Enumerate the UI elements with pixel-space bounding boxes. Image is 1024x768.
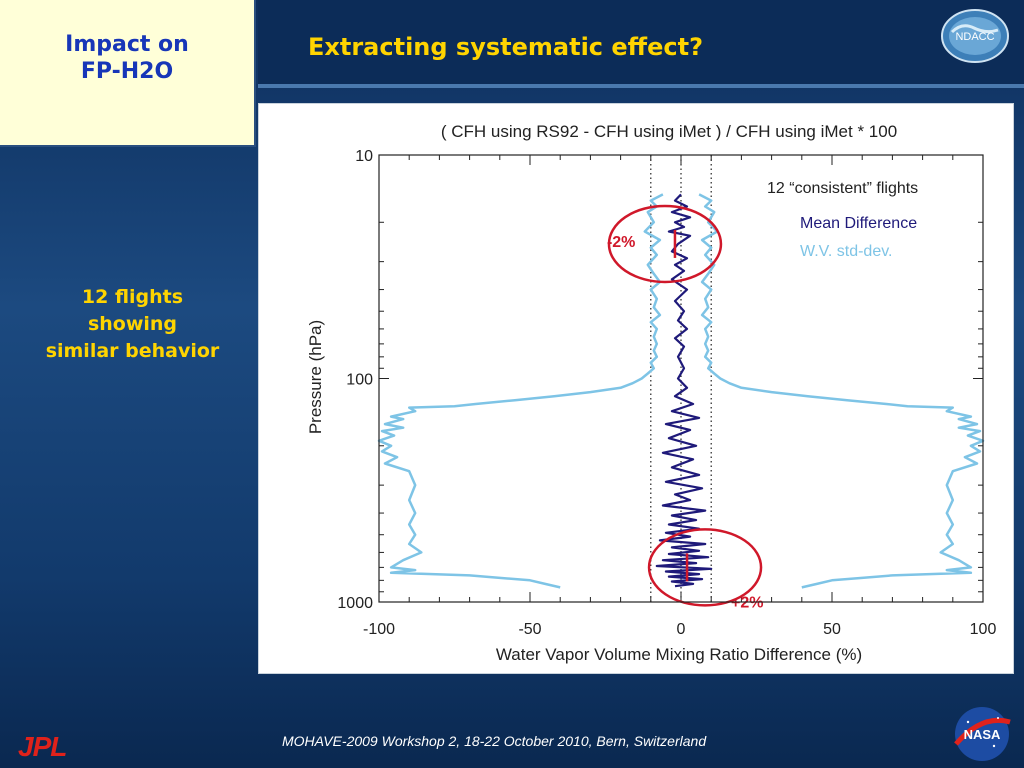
nasa-logo: NASA <box>954 707 1011 761</box>
x-tick-label-1: -50 <box>518 621 541 638</box>
ndacc-logo-text: NDACC <box>955 31 994 43</box>
chart-title: ( CFH using RS92 - CFH using iMet ) / CF… <box>441 122 897 141</box>
y-tick-label-0: 10 <box>355 148 373 165</box>
side-note-line-3: similar behavior <box>45 340 220 362</box>
annotation-label-1: +2% <box>731 594 763 611</box>
legend: 12 “consistent” flights Mean Difference … <box>767 180 918 260</box>
series-std-dev-negative <box>377 193 664 589</box>
jpl-logo-text: JPL <box>18 732 66 758</box>
y-axis-label: Pressure (hPa) <box>306 320 325 434</box>
chart: ( CFH using RS92 - CFH using iMet ) / CF… <box>306 122 996 664</box>
annotation-label-0: -2% <box>607 234 635 251</box>
chart-panel: ( CFH using RS92 - CFH using iMet ) / CF… <box>258 103 1014 674</box>
legend-header: 12 “consistent” flights <box>767 180 918 197</box>
annotation-circle-1 <box>647 528 763 607</box>
series-mean-difference <box>655 193 713 588</box>
x-tick-label-4: 100 <box>970 621 997 638</box>
nasa-logo-text: NASA <box>964 727 1001 742</box>
plot-frame <box>378 154 984 603</box>
slide-title: Extracting systematic effect? <box>308 33 703 61</box>
legend-entry-std: W.V. std-dev. <box>800 243 892 260</box>
x-tick-label-0: -100 <box>363 621 395 638</box>
series-std-dev-positive <box>698 193 985 589</box>
y-tick-label-2: 1000 <box>337 595 373 612</box>
y-tick-label-1: 100 <box>346 372 373 389</box>
jpl-logo: JPL <box>18 732 67 758</box>
legend-entry-mean: Mean Difference <box>800 215 917 232</box>
topic-title: Impact on FP-H2O <box>65 31 189 85</box>
ndacc-logo: NDACC <box>941 9 1009 63</box>
topic-line-2: FP-H2O <box>80 58 174 84</box>
x-tick-label-3: 50 <box>823 621 841 638</box>
annotation-circle-0 <box>607 204 723 284</box>
side-note-line-2: showing <box>87 313 178 335</box>
side-note: 12 flights showing similar behavior <box>20 284 245 365</box>
title-bar: Extracting systematic effect? <box>258 0 1024 84</box>
topic-box: Impact on FP-H2O <box>0 0 256 147</box>
x-axis-label: Water Vapor Volume Mixing Ratio Differen… <box>496 645 862 664</box>
x-tick-label-2: 0 <box>677 621 686 638</box>
footer-text: MOHAVE-2009 Workshop 2, 18-22 October 20… <box>282 733 707 749</box>
topic-line-1: Impact on <box>65 31 189 57</box>
side-note-line-1: 12 flights <box>81 286 184 308</box>
title-divider <box>258 84 1024 88</box>
plot-layer: -100 -50 0 50 100 10 100 1000 -2% +2% <box>337 148 996 638</box>
